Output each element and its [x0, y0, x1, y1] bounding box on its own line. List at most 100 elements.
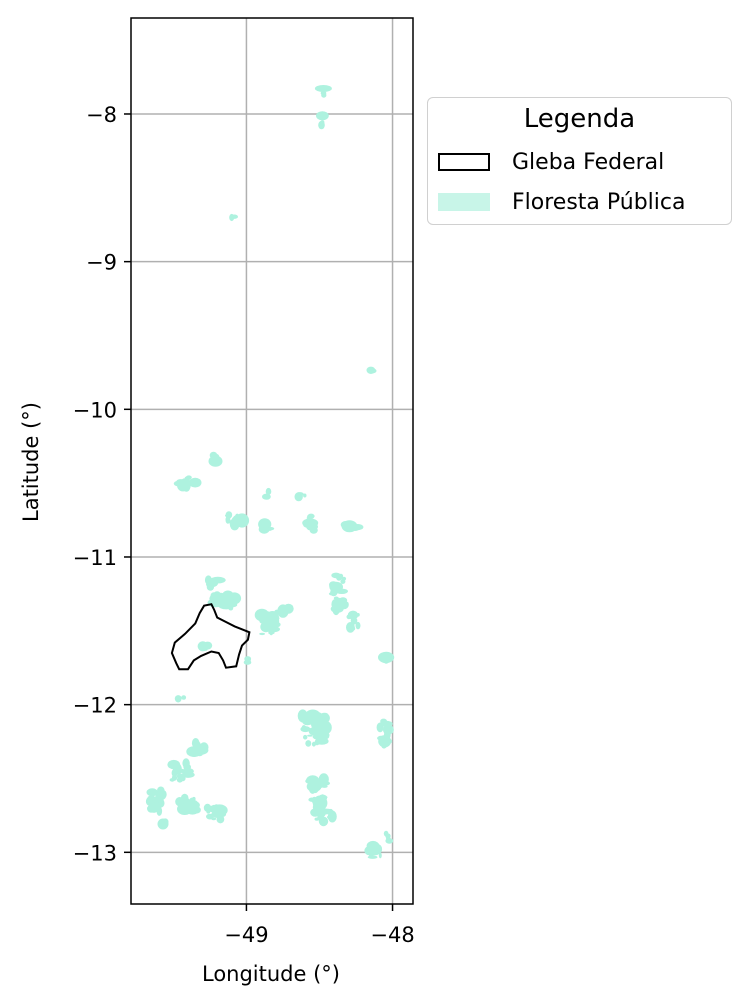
- floresta-publica-patch: [313, 780, 330, 787]
- floresta-publica-patch: [301, 725, 306, 730]
- floresta-publica-patch: [228, 606, 234, 611]
- floresta-publica-patch: [377, 723, 383, 728]
- floresta-publica-patch: [181, 771, 195, 778]
- y-axis-title: Latitude (°): [19, 402, 43, 522]
- floresta-publica-patch: [331, 572, 341, 579]
- axis-ticks: −49 −48 −8 −9 −10 −11 −12 −13: [73, 103, 415, 947]
- floresta-publica-patch: [327, 815, 334, 820]
- floresta-publica-patch: [259, 632, 265, 636]
- floresta-publica-patch: [328, 808, 333, 814]
- floresta-publica-patch: [341, 520, 358, 533]
- floresta-publica-patch: [188, 477, 202, 488]
- legend-swatch-fill: [438, 193, 490, 211]
- legend-entry-floresta-publica: Floresta Pública: [438, 189, 686, 215]
- floresta-publica-patch: [265, 487, 272, 496]
- legend: Legenda Gleba Federal Floresta Pública: [427, 97, 732, 225]
- floresta-publica-patch: [383, 724, 394, 735]
- legend-label-gleba-federal: Gleba Federal: [512, 149, 665, 175]
- floresta-publica-patch: [192, 806, 201, 814]
- floresta-publica-patch: [203, 803, 212, 813]
- floresta-publica-patch: [308, 782, 317, 794]
- x-tick-label: −49: [224, 923, 268, 947]
- y-tick-label: −13: [73, 841, 117, 865]
- floresta-publica-patch: [307, 734, 313, 737]
- floresta-publica-patch: [217, 598, 221, 604]
- x-axis-title: Longitude (°): [202, 962, 340, 986]
- floresta-publica-patch: [180, 793, 189, 804]
- floresta-publica-patch: [261, 622, 271, 629]
- floresta-publica-patch: [216, 815, 225, 824]
- floresta-publica-patch: [154, 801, 158, 804]
- floresta-publica-patch: [213, 591, 222, 600]
- plot-frame: [130, 17, 414, 905]
- floresta-publica-patch: [171, 762, 178, 770]
- legend-swatch-outline: [438, 153, 490, 171]
- floresta-publica-patch: [341, 576, 347, 581]
- floresta-publica-patch: [197, 641, 208, 652]
- floresta-publica-patch: [303, 734, 308, 740]
- y-tick-label: −8: [86, 103, 117, 127]
- floresta-publica-patch: [330, 604, 344, 613]
- floresta-publica-patch: [182, 758, 190, 769]
- legend-entry-gleba-federal: Gleba Federal: [438, 149, 665, 175]
- floresta-publica-patch: [320, 817, 327, 821]
- floresta-publica-patch: [321, 785, 328, 788]
- floresta-publica-patch: [312, 804, 318, 811]
- legend-label-floresta-publica: Floresta Pública: [512, 189, 686, 215]
- floresta-publica-patch: [317, 811, 322, 818]
- floresta-publica-patch: [181, 478, 190, 482]
- floresta-publica-patch: [305, 740, 312, 747]
- floresta-publica-patch: [211, 817, 217, 821]
- y-tick-label: −9: [86, 251, 117, 275]
- floresta-publica-patch: [314, 85, 332, 92]
- floresta-publica-patch: [206, 581, 215, 588]
- floresta-publica-patch: [303, 493, 307, 498]
- floresta-publica-patch: [321, 92, 327, 98]
- floresta-publica-patch: [347, 610, 359, 620]
- floresta-publica-patch: [320, 737, 326, 740]
- floresta-publica-patch: [259, 523, 264, 532]
- floresta-publica-patch: [171, 769, 178, 777]
- floresta-publica-patch: [370, 851, 376, 854]
- x-tick-label: −48: [370, 923, 414, 947]
- floresta-publica-patch: [221, 590, 235, 604]
- floresta-publica-patch: [265, 611, 280, 626]
- floresta-publica-patch: [226, 602, 238, 608]
- floresta-publica-patch: [173, 480, 189, 487]
- floresta-publica-patch: [378, 651, 395, 664]
- floresta-publica-patch: [229, 215, 236, 219]
- floresta-publica-patch: [311, 741, 316, 747]
- floresta-publica-patch: [225, 514, 230, 517]
- floresta-publica-patch: [169, 778, 175, 782]
- floresta-publica-patch: [305, 709, 321, 722]
- floresta-publica-patch: [373, 844, 382, 854]
- y-tick-label: −10: [73, 398, 117, 422]
- floresta-publica-patch: [178, 696, 182, 700]
- floresta-publica-patch: [225, 515, 231, 524]
- floresta-publica-patch: [308, 726, 321, 736]
- floresta-publica-patch: [207, 598, 224, 608]
- floresta-publica-patch: [366, 366, 376, 374]
- floresta-publica-patch: [294, 492, 303, 502]
- floresta-publica-patch: [181, 695, 187, 700]
- floresta-publica-patch: [277, 604, 289, 618]
- floresta-publica-patch: [262, 613, 267, 619]
- floresta-publica-patch: [234, 513, 250, 528]
- floresta-publica-patch: [159, 790, 167, 799]
- floresta-publica-patch: [386, 836, 391, 841]
- grid-lines: [131, 18, 413, 904]
- floresta-publica-layer: [145, 85, 395, 859]
- legend-title: Legenda: [523, 104, 636, 134]
- floresta-publica-patch: [382, 656, 386, 662]
- floresta-publica-patch: [346, 622, 355, 633]
- floresta-publica-patch: [317, 734, 322, 740]
- floresta-publica-patch: [380, 718, 387, 724]
- floresta-publica-patch: [314, 796, 319, 804]
- floresta-publica-patch: [318, 120, 325, 130]
- floresta-publica-patch: [319, 713, 330, 724]
- floresta-publica-patch: [186, 746, 202, 757]
- floresta-publica-patch: [158, 798, 165, 806]
- floresta-publica-patch: [314, 817, 320, 821]
- floresta-publica-patch: [192, 796, 196, 801]
